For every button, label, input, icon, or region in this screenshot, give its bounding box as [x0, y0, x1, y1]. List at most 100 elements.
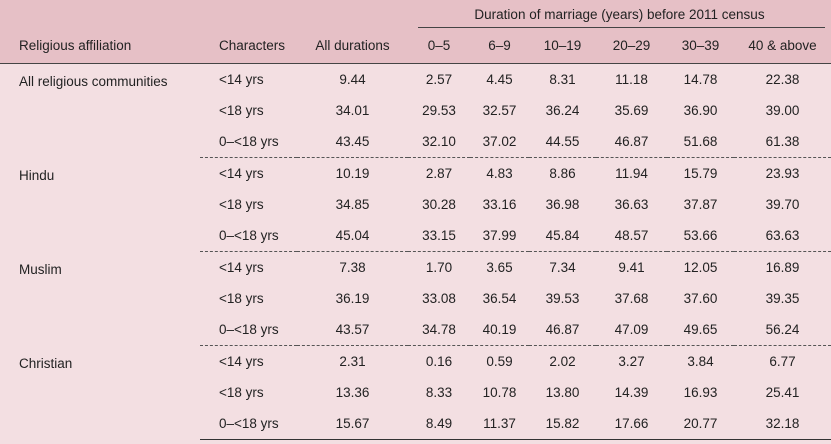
- duration-value-cell: 53.66: [667, 220, 734, 252]
- table-row: All religious communities <14 yrs 9.44 2.57…: [0, 63, 831, 158]
- table-row: Hindu <14 yrs 10.19 2.87 4.83 8.86 11.94 15.79 2…: [0, 157, 831, 252]
- duration-value-cell: 32.10: [408, 126, 470, 158]
- header-duration-30-39: 30–39: [667, 28, 734, 64]
- duration-value-cell: 8.31: [529, 63, 596, 95]
- duration-value-cell: 37.60: [667, 283, 734, 314]
- header-characters: Characters: [200, 28, 297, 64]
- duration-value-cell: 20.77: [667, 408, 734, 440]
- table-body: All religious communities <14 yrs 9.44 2.57…: [0, 63, 831, 440]
- duration-value-cell: 61.38: [734, 126, 831, 158]
- duration-value-cell: 14.39: [596, 377, 667, 408]
- duration-value-cell: 1.70: [408, 251, 470, 283]
- duration-value-cell: 46.87: [529, 314, 596, 346]
- duration-value-cell: 45.84: [529, 220, 596, 252]
- duration-value-cell: 48.57: [596, 220, 667, 252]
- duration-value-cell: 3.84: [667, 345, 734, 377]
- duration-value-cell: 39.70: [734, 189, 831, 220]
- characters-cell: <18 yrs: [200, 95, 297, 126]
- duration-value-cell: 13.80: [529, 377, 596, 408]
- religious-affiliation-cell: Muslim: [0, 251, 200, 346]
- duration-value-cell: 39.00: [734, 95, 831, 126]
- duration-value-cell: 8.33: [408, 377, 470, 408]
- duration-value-cell: 37.02: [470, 126, 529, 158]
- duration-group-header: Duration of marriage (years) before 2011…: [408, 0, 831, 28]
- duration-value-cell: 2.57: [408, 63, 470, 95]
- table-row: <18 yrs 34.85 30.28 33.16 36.98 36.63 37.87 39.…: [0, 189, 831, 220]
- characters-cell: <18 yrs: [200, 283, 297, 314]
- all-durations-cell: 7.38: [297, 251, 408, 283]
- all-durations-cell: 34.85: [297, 189, 408, 220]
- duration-value-cell: 56.24: [734, 314, 831, 346]
- characters-cell: 0–<18 yrs: [200, 220, 297, 252]
- table-row: <18 yrs 13.36 8.33 10.78 13.80 14.39 16.93 25.4…: [0, 377, 831, 408]
- duration-value-cell: 3.27: [596, 345, 667, 377]
- table-row: <18 yrs 34.01 29.53 32.57 36.24 35.69 36.90 39.…: [0, 95, 831, 126]
- duration-value-cell: 3.65: [470, 251, 529, 283]
- duration-value-cell: 49.65: [667, 314, 734, 346]
- all-durations-cell: 43.45: [297, 126, 408, 158]
- table-row: Muslim <14 yrs 7.38 1.70 3.65 7.34 9.41 12.05 16…: [0, 251, 831, 346]
- table-row: 0–<18 yrs 43.45 32.10 37.02 44.55 46.87 51.68 6…: [0, 126, 831, 158]
- all-durations-cell: 13.36: [297, 377, 408, 408]
- characters-cell: 0–<18 yrs: [200, 408, 297, 440]
- duration-value-cell: 29.53: [408, 95, 470, 126]
- duration-value-cell: 8.86: [529, 157, 596, 189]
- duration-value-cell: 15.82: [529, 408, 596, 440]
- header-duration-0-5: 0–5: [408, 28, 470, 64]
- characters-cell: <18 yrs: [200, 189, 297, 220]
- header-duration-40-above: 40 & above: [734, 28, 831, 64]
- header-religious-affiliation: Religious affiliation: [0, 28, 200, 64]
- duration-value-cell: 4.83: [470, 157, 529, 189]
- duration-value-cell: 32.18: [734, 408, 831, 440]
- duration-value-cell: 16.93: [667, 377, 734, 408]
- duration-value-cell: 39.35: [734, 283, 831, 314]
- duration-value-cell: 25.41: [734, 377, 831, 408]
- duration-value-cell: 32.57: [470, 95, 529, 126]
- duration-value-cell: 33.08: [408, 283, 470, 314]
- all-durations-cell: 45.04: [297, 220, 408, 252]
- duration-value-cell: 36.24: [529, 95, 596, 126]
- all-durations-cell: 43.57: [297, 314, 408, 346]
- duration-value-cell: 2.02: [529, 345, 596, 377]
- duration-value-cell: 46.87: [596, 126, 667, 158]
- duration-value-cell: 51.68: [667, 126, 734, 158]
- duration-value-cell: 36.90: [667, 95, 734, 126]
- header-row-columns: Religious affiliation Characters All dur…: [0, 28, 831, 64]
- table-row: 0–<18 yrs 43.57 34.78 40.19 46.87 47.09 49.65 5…: [0, 314, 831, 346]
- duration-value-cell: 16.89: [734, 251, 831, 283]
- all-durations-cell: 36.19: [297, 283, 408, 314]
- characters-cell: <14 yrs: [200, 63, 297, 95]
- duration-value-cell: 4.45: [470, 63, 529, 95]
- duration-group-label: Duration of marriage (years) before 2011…: [474, 6, 765, 22]
- duration-value-cell: 33.16: [470, 189, 529, 220]
- header-row-group: Duration of marriage (years) before 2011…: [0, 0, 831, 28]
- all-durations-cell: 9.44: [297, 63, 408, 95]
- table-row: Christian <14 yrs 2.31 0.16 0.59 2.02 3.27 3.84…: [0, 345, 831, 440]
- all-durations-cell: 15.67: [297, 408, 408, 440]
- duration-value-cell: 10.78: [470, 377, 529, 408]
- duration-value-cell: 37.87: [667, 189, 734, 220]
- characters-cell: <14 yrs: [200, 157, 297, 189]
- duration-value-cell: 33.15: [408, 220, 470, 252]
- religious-affiliation-cell: All religious communities: [0, 63, 200, 158]
- header-duration-20-29: 20–29: [596, 28, 667, 64]
- duration-value-cell: 0.16: [408, 345, 470, 377]
- characters-cell: <14 yrs: [200, 251, 297, 283]
- duration-value-cell: 44.55: [529, 126, 596, 158]
- all-durations-cell: 10.19: [297, 157, 408, 189]
- duration-value-cell: 37.68: [596, 283, 667, 314]
- duration-value-cell: 37.99: [470, 220, 529, 252]
- duration-value-cell: 40.19: [470, 314, 529, 346]
- all-durations-cell: 2.31: [297, 345, 408, 377]
- duration-value-cell: 23.93: [734, 157, 831, 189]
- duration-value-cell: 11.37: [470, 408, 529, 440]
- header-duration-6-9: 6–9: [470, 28, 529, 64]
- characters-cell: <14 yrs: [200, 345, 297, 377]
- duration-value-cell: 11.94: [596, 157, 667, 189]
- duration-value-cell: 47.09: [596, 314, 667, 346]
- duration-value-cell: 14.78: [667, 63, 734, 95]
- duration-value-cell: 2.87: [408, 157, 470, 189]
- duration-value-cell: 36.98: [529, 189, 596, 220]
- table-row: 0–<18 yrs 45.04 33.15 37.99 45.84 48.57 53.66 6…: [0, 220, 831, 252]
